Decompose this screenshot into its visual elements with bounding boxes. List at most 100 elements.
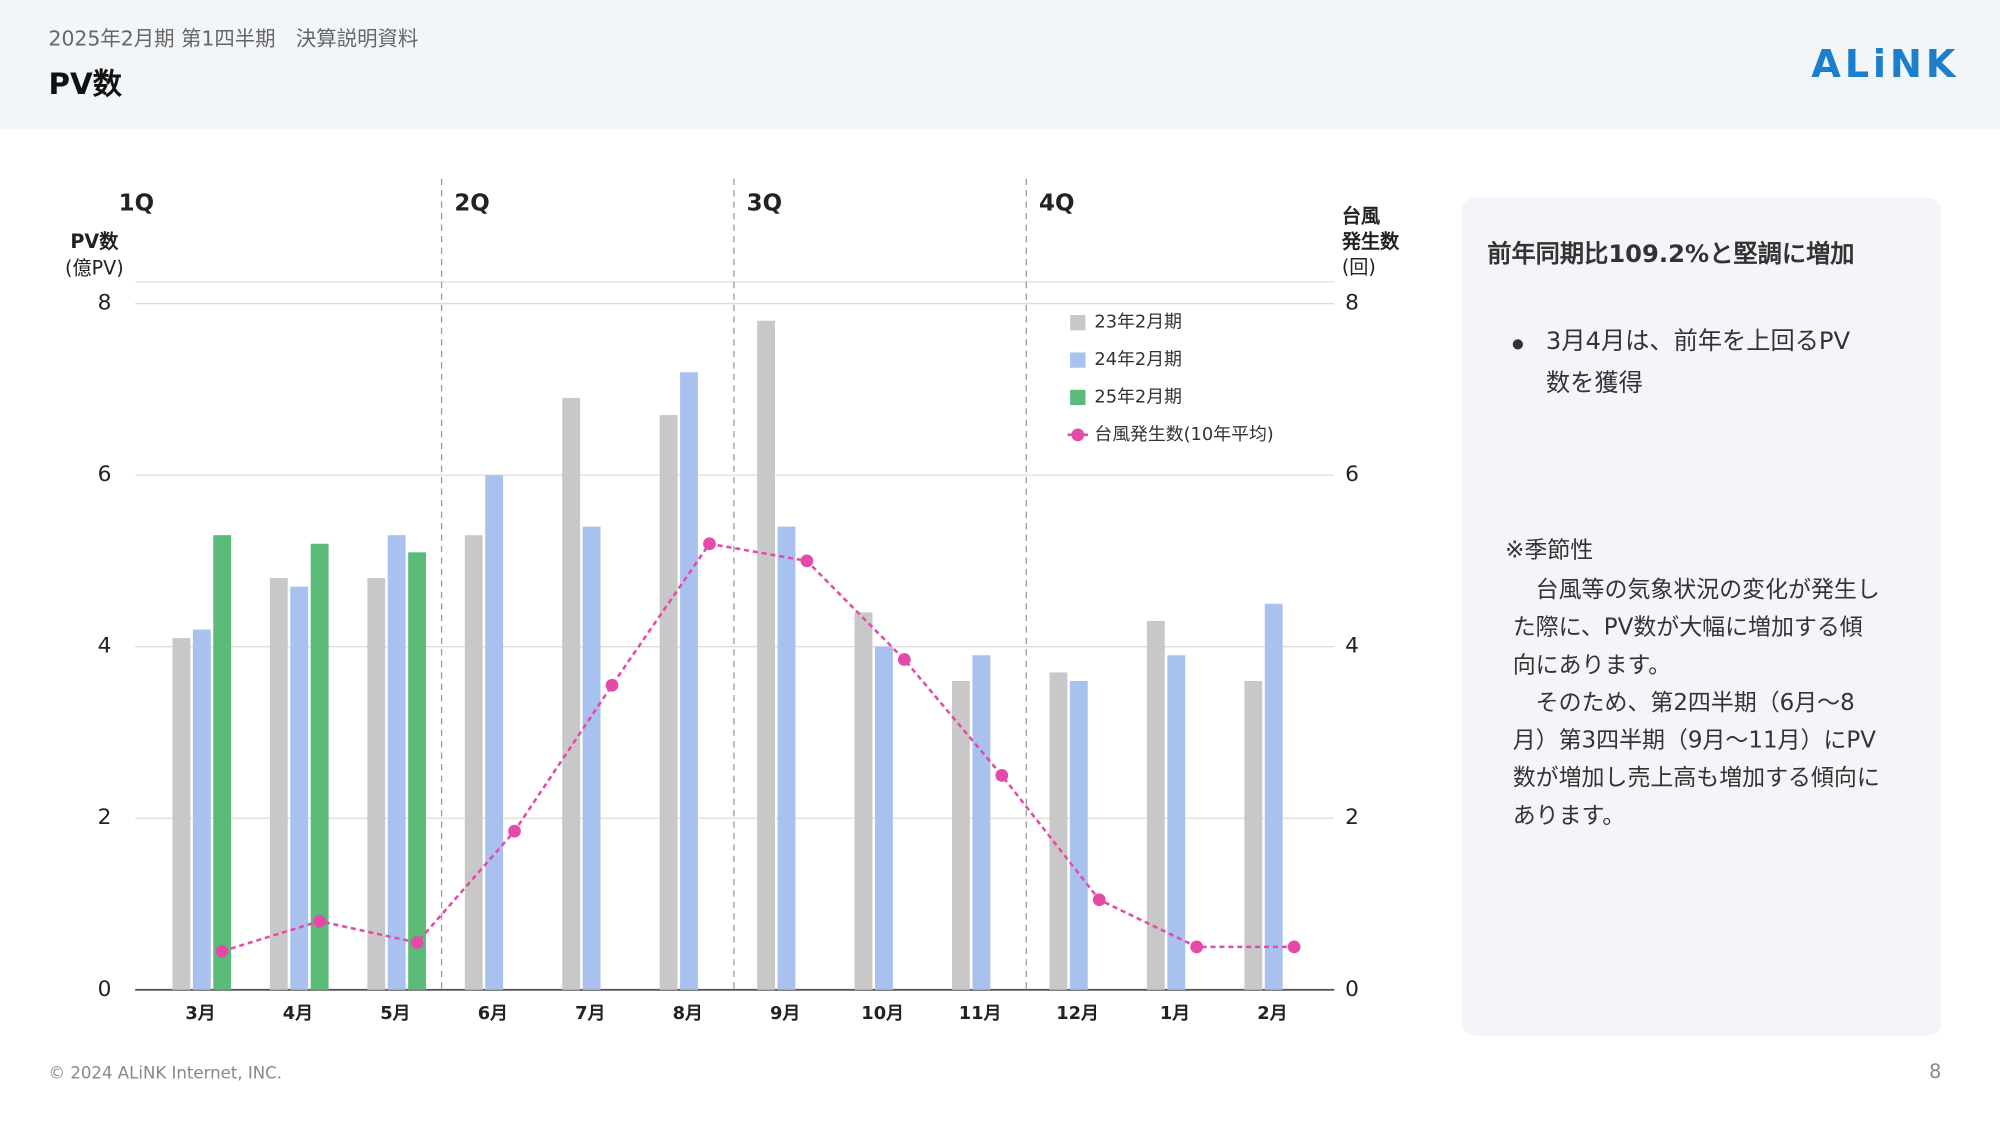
panel-heading: 前年同期比109.2%と堅調に増加 — [1487, 240, 1854, 268]
x-tick-label: 4月 — [283, 1003, 313, 1024]
y-tick-label: 0 — [98, 977, 112, 1002]
y-axis-title: (億PV) — [65, 257, 124, 280]
line-point — [703, 537, 716, 551]
note-line: 月）第3四半期（9月〜11月）にPV — [1513, 728, 1876, 754]
bar — [1146, 620, 1165, 990]
y2-tick-label: 0 — [1345, 977, 1359, 1002]
bar — [1264, 603, 1283, 990]
legend-swatch — [1070, 315, 1086, 331]
note-line: た際に、PV数が大幅に増加する傾 — [1513, 615, 1863, 641]
note-line: あります。 — [1513, 803, 1625, 829]
line-point — [605, 678, 619, 692]
y2-axis-title: 台風 — [1342, 204, 1380, 227]
quarter-label: 2Q — [454, 191, 489, 217]
copyright: © 2024 ALiNK Internet, INC. — [48, 1063, 282, 1082]
line-point — [800, 554, 814, 568]
x-tick-label: 12月 — [1056, 1003, 1099, 1024]
bar — [387, 535, 406, 990]
bar — [777, 526, 796, 990]
x-tick-label: 2月 — [1257, 1003, 1287, 1024]
header-bg — [0, 0, 2000, 129]
line-point — [1092, 893, 1106, 907]
y2-axis-title: 発生数 — [1341, 230, 1400, 253]
note-line: そのため、第2四半期（6月〜8 — [1513, 690, 1855, 716]
y2-tick-label: 8 — [1345, 291, 1359, 316]
line — [221, 542, 1295, 953]
note-line: 台風等の気象状況の変化が発生し — [1513, 577, 1880, 603]
y-tick-label: 6 — [98, 462, 112, 487]
line-point — [995, 768, 1009, 782]
bar — [875, 646, 893, 990]
bar — [1069, 680, 1088, 990]
x-tick-label: 5月 — [380, 1003, 410, 1024]
line-point — [897, 653, 911, 666]
bar — [367, 578, 386, 990]
bar — [680, 372, 698, 990]
line-point — [508, 824, 521, 838]
bar — [269, 578, 288, 990]
line-point — [215, 944, 229, 958]
x-tick-label: 8月 — [673, 1003, 703, 1024]
page-number: 8 — [1929, 1060, 1941, 1083]
quarter-label: 4Q — [1039, 191, 1074, 217]
line-point — [410, 936, 424, 949]
note-title: ※季節性 — [1505, 538, 1593, 564]
legend-label: 台風発生数(10年平均) — [1094, 424, 1273, 445]
line-point — [1190, 940, 1204, 954]
line-point — [313, 914, 327, 928]
x-tick-label: 11月 — [959, 1003, 1002, 1024]
note-line: 数が増加し売上高も増加する傾向に — [1513, 765, 1880, 791]
legend-label: 24年2月期 — [1094, 349, 1182, 370]
logo: ALiNK — [1811, 42, 1959, 87]
bullet-dot — [1512, 339, 1523, 350]
x-tick-label: 10月 — [861, 1003, 904, 1024]
quarter-label: 1Q — [119, 191, 154, 217]
x-tick-label: 1月 — [1160, 1003, 1190, 1024]
y2-tick-label: 4 — [1345, 634, 1359, 659]
bar — [290, 586, 309, 990]
line-point — [1287, 940, 1301, 954]
legend-swatch — [1070, 389, 1086, 406]
bar — [310, 543, 329, 990]
quarter-label: 3Q — [747, 191, 782, 217]
x-tick-label: 6月 — [478, 1003, 508, 1024]
bar — [854, 612, 873, 990]
bar — [192, 629, 211, 990]
y-axis-title: PV数 — [70, 230, 119, 253]
bar — [582, 526, 601, 990]
bar — [1244, 680, 1263, 990]
bar — [757, 320, 775, 990]
bar — [172, 638, 191, 990]
bar — [972, 655, 991, 990]
x-tick-label: 3月 — [185, 1003, 215, 1024]
header-subtitle: 2025年2月期 第1四半期 決算説明資料 — [48, 27, 418, 51]
side-panel — [1461, 197, 1942, 1036]
legend-label: 25年2月期 — [1094, 386, 1182, 407]
y2-tick-label: 6 — [1345, 462, 1359, 487]
bar — [485, 475, 504, 990]
bar — [464, 535, 483, 990]
bullet-text: 3月4月は、前年を上回るPV — [1546, 327, 1851, 355]
legend-swatch — [1070, 352, 1086, 368]
x-tick-label: 7月 — [575, 1003, 605, 1024]
bullet-text: 数を獲得 — [1546, 369, 1643, 397]
bar — [659, 415, 678, 990]
note-line: 向にあります。 — [1513, 652, 1671, 678]
x-tick-label: 9月 — [770, 1003, 800, 1024]
legend-label: 23年2月期 — [1094, 312, 1182, 333]
y-tick-label: 8 — [98, 291, 112, 316]
y-tick-label: 2 — [98, 805, 112, 830]
bar — [1167, 655, 1186, 990]
bar — [213, 535, 232, 990]
bar — [408, 552, 427, 990]
y2-axis-title: (回) — [1342, 255, 1376, 278]
bar — [952, 680, 970, 990]
y-tick-label: 4 — [98, 634, 112, 659]
legend-swatch — [1071, 428, 1085, 442]
y2-tick-label: 2 — [1345, 805, 1359, 830]
bar — [562, 397, 581, 990]
bar — [1049, 672, 1068, 990]
header-title: PV数 — [48, 67, 122, 101]
